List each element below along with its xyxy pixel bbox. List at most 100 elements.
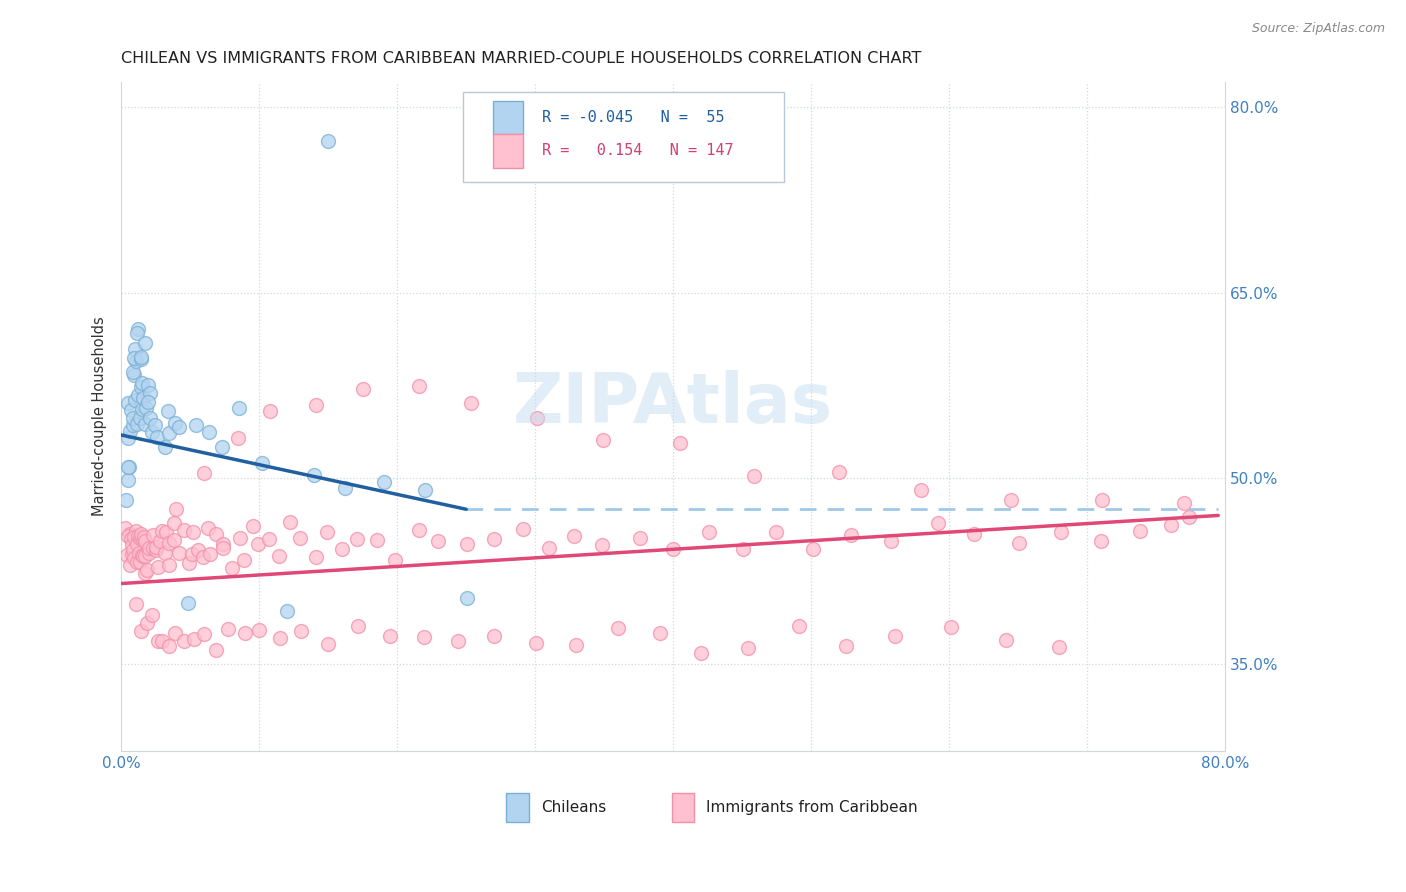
- Point: [131, 401, 153, 416]
- Point: [318, 637, 340, 651]
- Point: [163, 625, 186, 640]
- Point: [456, 591, 478, 605]
- Point: [122, 530, 145, 544]
- Point: [290, 531, 312, 545]
- Point: [125, 354, 148, 368]
- Point: [125, 524, 148, 538]
- Point: [155, 525, 177, 540]
- Point: [1047, 640, 1070, 655]
- Point: [134, 336, 156, 351]
- Point: [129, 351, 152, 366]
- Point: [121, 365, 143, 379]
- Point: [183, 632, 205, 646]
- Point: [963, 527, 986, 541]
- Point: [1008, 535, 1031, 549]
- Point: [163, 416, 186, 430]
- Point: [827, 465, 849, 479]
- Point: [689, 646, 711, 660]
- Point: [153, 441, 176, 455]
- Point: [129, 350, 152, 364]
- Point: [1173, 495, 1195, 509]
- Point: [131, 380, 153, 394]
- Point: [564, 638, 586, 652]
- Point: [167, 420, 190, 434]
- Point: [482, 629, 505, 643]
- Point: [252, 457, 274, 471]
- Point: [302, 468, 325, 483]
- Point: [125, 555, 148, 569]
- Text: ZIPAtlas: ZIPAtlas: [513, 369, 834, 436]
- Point: [131, 376, 153, 390]
- Point: [765, 524, 787, 539]
- Point: [132, 549, 155, 563]
- Point: [122, 368, 145, 382]
- Point: [191, 550, 214, 565]
- Point: [994, 632, 1017, 647]
- Point: [117, 431, 139, 445]
- Point: [120, 558, 142, 573]
- Point: [1090, 492, 1112, 507]
- Point: [127, 537, 149, 551]
- Point: [841, 527, 863, 541]
- Y-axis label: Married-couple Households: Married-couple Households: [93, 317, 107, 516]
- Point: [408, 524, 430, 538]
- Point: [373, 475, 395, 489]
- Point: [181, 547, 204, 561]
- Point: [233, 553, 256, 567]
- Point: [173, 634, 195, 648]
- Point: [352, 382, 374, 396]
- Point: [173, 523, 195, 537]
- FancyBboxPatch shape: [506, 794, 529, 822]
- Point: [333, 481, 356, 495]
- Point: [193, 627, 215, 641]
- Point: [127, 529, 149, 543]
- Point: [257, 533, 280, 547]
- Point: [787, 619, 810, 633]
- Point: [118, 424, 141, 438]
- Point: [187, 543, 209, 558]
- FancyBboxPatch shape: [464, 92, 783, 182]
- Point: [316, 525, 339, 540]
- FancyBboxPatch shape: [494, 101, 523, 135]
- Point: [157, 536, 180, 550]
- Point: [141, 425, 163, 439]
- Point: [128, 546, 150, 560]
- Point: [120, 532, 142, 546]
- Point: [122, 410, 145, 425]
- Point: [129, 527, 152, 541]
- Point: [269, 631, 291, 645]
- Point: [731, 542, 754, 557]
- Point: [801, 542, 824, 557]
- Point: [117, 529, 139, 543]
- Point: [129, 411, 152, 425]
- Point: [1129, 524, 1152, 539]
- Point: [127, 322, 149, 336]
- FancyBboxPatch shape: [672, 794, 695, 822]
- Point: [136, 615, 159, 630]
- Point: [139, 411, 162, 425]
- Point: [211, 541, 233, 555]
- Point: [150, 524, 173, 538]
- Point: [177, 596, 200, 610]
- Point: [128, 531, 150, 545]
- Point: [413, 483, 436, 497]
- Point: [233, 626, 256, 640]
- Point: [124, 343, 146, 357]
- Point: [346, 532, 368, 546]
- Point: [910, 483, 932, 498]
- Point: [1160, 518, 1182, 533]
- Point: [128, 555, 150, 569]
- FancyBboxPatch shape: [494, 135, 523, 168]
- Point: [447, 633, 470, 648]
- Point: [148, 533, 170, 548]
- Point: [366, 533, 388, 547]
- Point: [117, 396, 139, 410]
- Point: [148, 633, 170, 648]
- Point: [211, 440, 233, 454]
- Point: [221, 561, 243, 575]
- Text: Chileans: Chileans: [541, 800, 606, 815]
- Point: [121, 538, 143, 552]
- Point: [669, 436, 692, 450]
- Point: [426, 533, 449, 548]
- Point: [143, 418, 166, 433]
